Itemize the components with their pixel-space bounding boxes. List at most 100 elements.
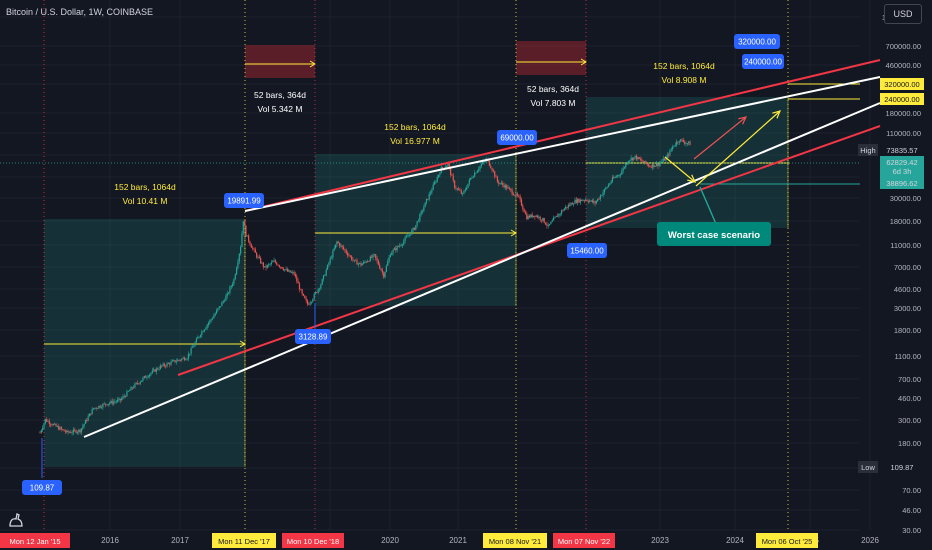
candle-body (569, 205, 571, 206)
candle-body (58, 426, 60, 430)
candle-body (508, 187, 511, 189)
candle-body (218, 306, 220, 309)
candle-body (665, 157, 667, 161)
candle-body (429, 192, 432, 194)
candle-body (206, 324, 208, 328)
candle-body (203, 329, 206, 332)
candle-body (653, 164, 655, 167)
candle-body (397, 246, 400, 247)
price-label-text: 73835.57 (886, 146, 917, 155)
price-label-text: High (860, 146, 875, 155)
candle-body (540, 219, 543, 221)
candle-body (159, 365, 161, 369)
candle-body (514, 195, 516, 196)
candle-body (286, 269, 289, 272)
candle-body (566, 206, 568, 208)
candle-body (565, 206, 567, 209)
candle-body (233, 279, 235, 284)
date-marker (282, 533, 344, 548)
candle-body (593, 201, 595, 203)
candle-body (407, 235, 409, 237)
candle-body (189, 353, 191, 355)
candle-body (147, 376, 149, 378)
projection-arrowhead (772, 110, 782, 119)
price-axis[interactable]: 1100000.00700000.00460000.00320000.00180… (858, 13, 924, 535)
resistance-line (244, 59, 881, 212)
candle-body (179, 359, 182, 361)
candle-body (88, 413, 91, 417)
candle-body (328, 262, 330, 265)
candle-body (495, 176, 497, 178)
candle-body (217, 308, 219, 311)
candle-body (384, 271, 386, 278)
candle-body (214, 313, 216, 316)
candle-body (308, 304, 310, 306)
price-tick: 46.00 (902, 506, 921, 515)
candle-body (483, 161, 485, 163)
price-callout (22, 480, 62, 495)
candle-body (230, 285, 232, 288)
candle-body (387, 261, 389, 266)
candle-body (269, 263, 271, 265)
candle-body (150, 372, 152, 375)
candle-body (268, 264, 270, 266)
candle-body (155, 368, 157, 372)
candle-body (276, 262, 278, 265)
candle-body (336, 241, 338, 245)
candle-body (532, 215, 535, 218)
candle-body (524, 212, 527, 214)
price-tick: 70.00 (902, 486, 921, 495)
candle-body (333, 248, 335, 251)
upper-white-line (244, 76, 881, 212)
candle-body (416, 221, 418, 225)
candle-body (244, 221, 246, 226)
candle-body (556, 215, 559, 217)
currency-button[interactable]: USD (884, 4, 922, 24)
candle-body (435, 181, 437, 183)
candle-body (138, 383, 140, 385)
price-label (880, 177, 924, 189)
candle-body (420, 211, 422, 215)
measure-label: 152 bars, 1064d (114, 182, 176, 192)
candle-body (441, 167, 444, 168)
candle-body (552, 217, 555, 221)
candle-body (586, 199, 588, 201)
candle-body (209, 320, 211, 323)
candle-body (103, 403, 105, 405)
candle-body (396, 246, 398, 251)
candle-body (395, 248, 397, 251)
candle-body (292, 272, 294, 273)
candle-body (562, 210, 564, 212)
candle-body (359, 262, 361, 264)
candle-body (185, 359, 187, 361)
candle-body (118, 398, 120, 400)
candle-body (574, 199, 576, 204)
candle-body (403, 240, 405, 245)
candle-body (669, 150, 671, 156)
candle-body (401, 244, 404, 246)
candle-body (417, 220, 420, 222)
candle-body (139, 381, 141, 384)
price-callout (734, 34, 780, 49)
candle-body (282, 268, 285, 271)
time-tick: 2024 (726, 536, 744, 545)
candle-body (547, 224, 549, 226)
candle-body (558, 213, 560, 217)
candle-body (641, 159, 643, 162)
candle-body (591, 200, 593, 203)
candle-body (210, 319, 212, 321)
candle-body (288, 270, 290, 272)
chart-title: Bitcoin / U.S. Dollar, 1W, COINBASE (6, 7, 154, 17)
candle-body (686, 143, 688, 144)
candle-body (626, 163, 628, 165)
time-axis[interactable]: 201620172019202020212023202420252026Mon … (0, 533, 879, 548)
candle-body (638, 157, 640, 159)
candle-body (594, 201, 596, 204)
price-tick: 11000.00 (890, 241, 921, 250)
candle-body (51, 424, 53, 426)
candle-body (657, 163, 659, 167)
candle-body (194, 342, 196, 346)
candle-body (70, 432, 72, 434)
candle-body (606, 186, 608, 188)
